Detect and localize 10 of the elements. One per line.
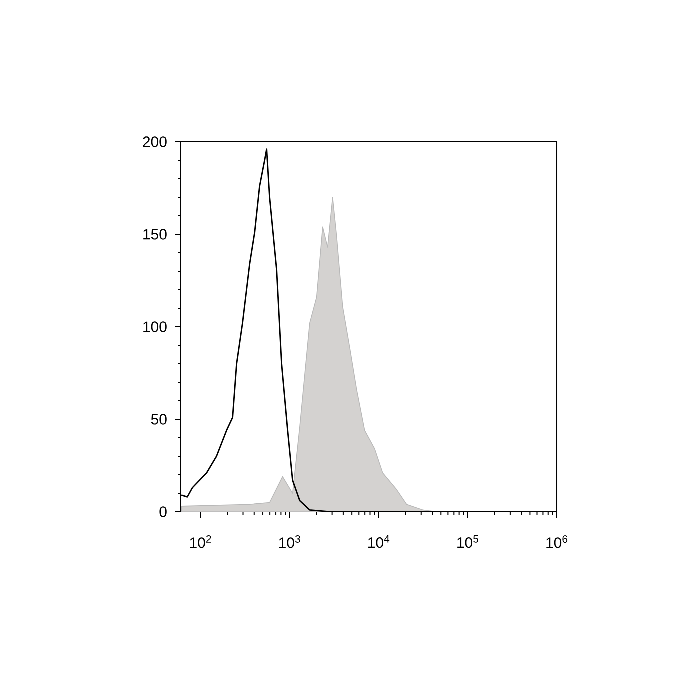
- x-tick-label: 10$^{2}$: [190, 536, 212, 548]
- y-tick-label: 150: [144, 229, 167, 240]
- x-tick-label: 10$^{4}$: [368, 536, 390, 548]
- x-tick-label: 10$^{5}$: [458, 536, 479, 548]
- x-tick-label: 10$^{6}$: [546, 536, 568, 548]
- x-tick-label: 10$^{3}$: [279, 536, 300, 548]
- y-tick-label: 50: [151, 414, 167, 425]
- y-tick-label: 100: [144, 322, 167, 332]
- y-tick-label: 200: [143, 136, 167, 148]
- y-tick-label: 0: [160, 506, 167, 518]
